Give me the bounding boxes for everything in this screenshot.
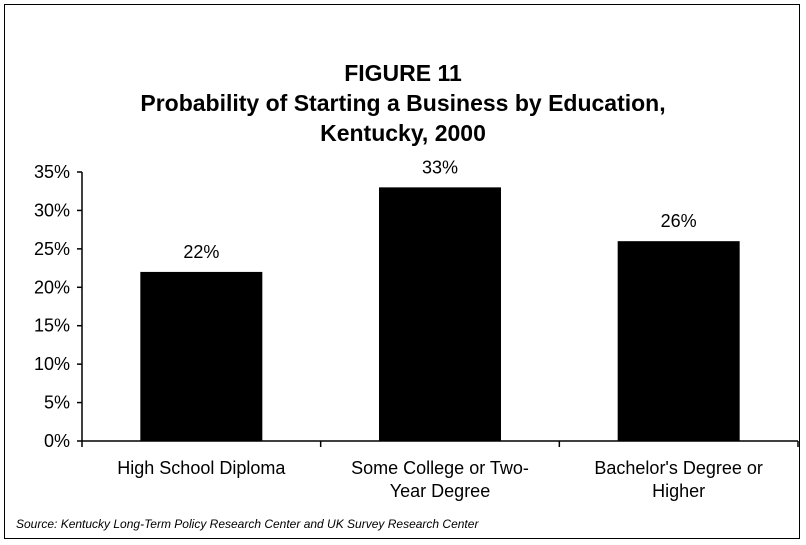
chart-bars — [140, 187, 740, 441]
y-tick-label: 20% — [34, 277, 70, 297]
x-category-label: High School Diploma — [117, 458, 286, 478]
x-category-label: Bachelor's Degree or — [594, 458, 763, 478]
x-category-label: Year Degree — [390, 481, 490, 501]
y-tick-label: 5% — [44, 393, 70, 413]
y-tick-label: 35% — [34, 162, 70, 182]
x-category-label: Some College or Two- — [351, 458, 529, 478]
y-tick-label: 25% — [34, 239, 70, 259]
x-category-label: Higher — [652, 481, 705, 501]
source-note: Source: Kentucky Long-Term Policy Resear… — [16, 517, 479, 531]
figure-label: FIGURE 11 — [344, 60, 462, 86]
y-tick-label: 10% — [34, 354, 70, 374]
chart-labels: 0% 5% 10% 15% 20% 25% 30% 35% 22% High School Dip… — [34, 157, 763, 501]
chart-title-line-2: Kentucky, 2000 — [320, 120, 486, 146]
bar — [140, 271, 263, 441]
y-tick-label: 15% — [34, 316, 70, 336]
chart-title-line-1: Probability of Starting a Business by Ed… — [140, 90, 666, 116]
y-tick-label: 30% — [34, 200, 70, 220]
data-label: 26% — [661, 211, 697, 231]
bar — [379, 187, 501, 441]
data-label: 33% — [422, 157, 458, 177]
data-label: 22% — [183, 242, 219, 262]
y-tick-label: 0% — [44, 431, 70, 451]
bar — [617, 241, 740, 441]
